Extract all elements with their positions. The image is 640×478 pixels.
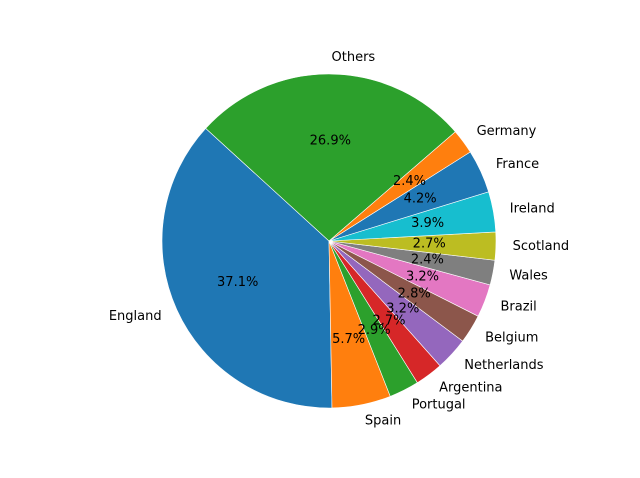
label-scotland: Scotland bbox=[513, 239, 570, 254]
label-belgium: Belgium bbox=[485, 330, 538, 345]
pie-labels: England Spain Portugal Argentina Netherlands… bbox=[109, 50, 569, 429]
pct-others: 26.9% bbox=[310, 133, 351, 148]
slice-england bbox=[161, 127, 333, 409]
pct-netherlands: 3.2% bbox=[386, 301, 419, 316]
pct-ireland: 3.9% bbox=[411, 216, 444, 231]
pct-england: 37.1% bbox=[217, 275, 258, 290]
label-argentina: Argentina bbox=[439, 381, 502, 396]
pct-wales: 2.4% bbox=[411, 253, 444, 268]
pct-portugal: 2.9% bbox=[358, 323, 391, 338]
pct-scotland: 2.7% bbox=[413, 237, 446, 252]
pct-france: 4.2% bbox=[404, 192, 437, 207]
pct-belgium: 2.8% bbox=[398, 286, 431, 301]
pct-argentina: 2.7% bbox=[372, 314, 405, 329]
label-others: Others bbox=[332, 50, 376, 65]
label-spain: Spain bbox=[365, 414, 401, 429]
label-ireland: Ireland bbox=[510, 201, 555, 216]
label-germany: Germany bbox=[477, 124, 537, 139]
pie-slices bbox=[161, 73, 497, 409]
label-portugal: Portugal bbox=[412, 398, 466, 413]
pie-percent-labels: 37.1%5.7%2.9%2.7%3.2%2.8%3.2%2.4%2.7%3.9… bbox=[217, 133, 446, 346]
pct-brazil: 3.2% bbox=[406, 269, 439, 284]
pct-spain: 5.7% bbox=[332, 332, 365, 347]
label-brazil: Brazil bbox=[501, 299, 537, 314]
pct-germany: 2.4% bbox=[393, 174, 426, 189]
label-wales: Wales bbox=[509, 268, 548, 283]
label-france: France bbox=[496, 157, 539, 172]
slice-others bbox=[205, 73, 456, 242]
label-netherlands: Netherlands bbox=[464, 358, 543, 373]
label-england: England bbox=[109, 309, 162, 324]
